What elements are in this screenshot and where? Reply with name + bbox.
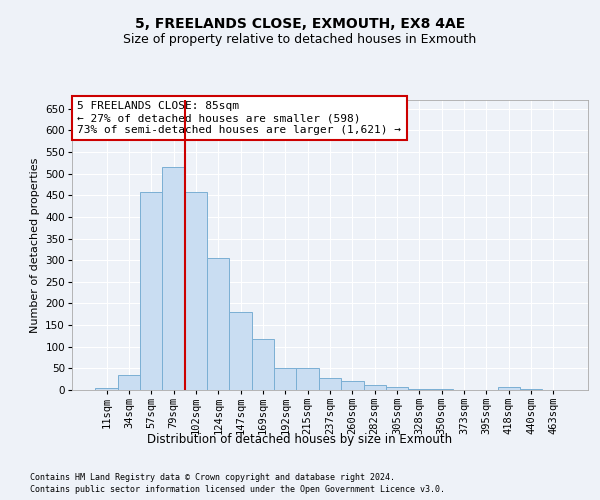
Bar	[341, 382, 364, 390]
Bar	[118, 375, 140, 390]
Bar	[229, 312, 252, 390]
Bar	[296, 368, 319, 390]
Bar	[163, 167, 185, 390]
Text: Contains HM Land Registry data © Crown copyright and database right 2024.: Contains HM Land Registry data © Crown c…	[30, 472, 395, 482]
Bar	[408, 389, 431, 390]
Bar	[319, 378, 341, 390]
Text: Contains public sector information licensed under the Open Government Licence v3: Contains public sector information licen…	[30, 485, 445, 494]
Bar	[364, 385, 386, 390]
Text: Size of property relative to detached houses in Exmouth: Size of property relative to detached ho…	[124, 32, 476, 46]
Bar	[95, 388, 118, 390]
Text: 5, FREELANDS CLOSE, EXMOUTH, EX8 4AE: 5, FREELANDS CLOSE, EXMOUTH, EX8 4AE	[135, 18, 465, 32]
Bar	[140, 192, 163, 390]
Y-axis label: Number of detached properties: Number of detached properties	[30, 158, 40, 332]
Bar	[520, 388, 542, 390]
Bar	[207, 258, 229, 390]
Text: Distribution of detached houses by size in Exmouth: Distribution of detached houses by size …	[148, 432, 452, 446]
Bar	[386, 387, 408, 390]
Bar	[252, 339, 274, 390]
Bar	[497, 388, 520, 390]
Bar	[185, 192, 207, 390]
Bar	[431, 389, 453, 390]
Bar	[274, 368, 296, 390]
Text: 5 FREELANDS CLOSE: 85sqm
← 27% of detached houses are smaller (598)
73% of semi-: 5 FREELANDS CLOSE: 85sqm ← 27% of detach…	[77, 102, 401, 134]
